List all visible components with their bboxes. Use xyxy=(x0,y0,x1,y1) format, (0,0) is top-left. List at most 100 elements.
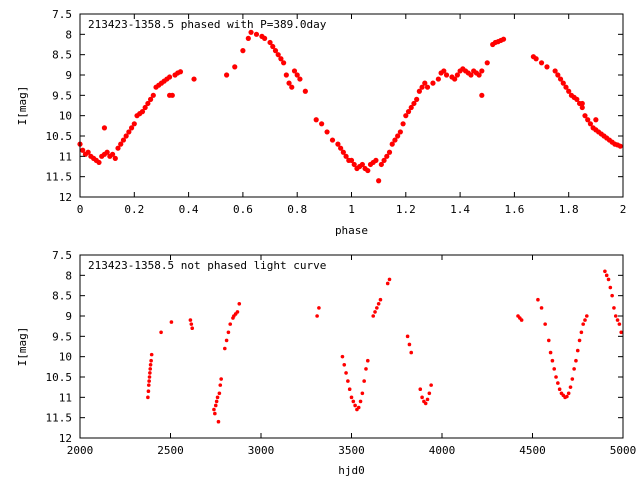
data-point xyxy=(381,157,387,163)
data-point xyxy=(613,314,618,318)
data-point xyxy=(344,371,348,375)
data-point xyxy=(548,350,553,355)
data-point xyxy=(405,109,412,115)
data-point xyxy=(128,125,135,131)
phased-light-curve-plot: 0 0.2 0.4 0.6 0.8 1 1.2 1.4 1.6 1.8 2 7.5 8 8.5 9 9.5 1… xyxy=(16,8,626,237)
data-point xyxy=(329,137,336,143)
data-point xyxy=(606,277,611,282)
data-point xyxy=(150,92,156,98)
data-point xyxy=(343,153,349,159)
data-point xyxy=(224,72,230,78)
data-point xyxy=(297,76,303,82)
data-point xyxy=(235,310,240,314)
data-point xyxy=(585,314,589,318)
data-point xyxy=(101,125,108,131)
data-point xyxy=(169,320,174,324)
x-tick-label: 3500 xyxy=(338,444,365,457)
data-point xyxy=(419,84,425,90)
x-tick-label: 4000 xyxy=(429,444,456,457)
x-tick-label: 2 xyxy=(620,203,627,216)
x-tick-label: 3000 xyxy=(248,444,275,457)
data-point xyxy=(191,76,197,82)
data-point xyxy=(232,64,238,70)
data-point xyxy=(552,367,557,371)
data-point xyxy=(375,306,379,310)
data-point xyxy=(147,379,151,383)
data-point xyxy=(216,419,221,424)
data-point xyxy=(123,133,129,139)
data-point xyxy=(149,352,154,357)
data-point xyxy=(217,391,222,396)
data-point xyxy=(409,350,414,355)
data-point xyxy=(425,397,430,402)
data-point xyxy=(617,143,623,149)
data-point xyxy=(188,318,193,322)
data-point xyxy=(538,60,545,66)
data-point xyxy=(552,68,558,74)
x-tick-label: 1 xyxy=(348,203,355,216)
data-point xyxy=(115,145,121,151)
data-point xyxy=(319,121,325,127)
data-point xyxy=(566,391,571,396)
data-point xyxy=(414,96,420,102)
y-tick-label: 8 xyxy=(65,269,72,282)
y-tick-label: 10.5 xyxy=(46,371,73,384)
data-point xyxy=(429,383,433,387)
x-tick-label: 0.8 xyxy=(287,203,307,216)
data-point xyxy=(190,326,195,331)
data-point xyxy=(403,113,409,119)
data-point xyxy=(572,367,576,371)
data-point xyxy=(441,68,447,74)
data-point xyxy=(566,88,572,94)
unphased-plot-title: 213423-1358.5 not phased light curve xyxy=(88,259,326,272)
data-point xyxy=(147,375,152,379)
data-point xyxy=(610,293,614,298)
data-point xyxy=(189,322,194,326)
x-tick-label: 1.8 xyxy=(559,203,579,216)
data-point xyxy=(443,72,450,78)
data-point xyxy=(272,48,279,54)
data-point xyxy=(224,338,229,343)
data-point xyxy=(397,129,403,135)
y-tick-label: 10.5 xyxy=(46,130,73,143)
data-point xyxy=(340,354,345,359)
data-point xyxy=(608,285,613,290)
data-point xyxy=(579,104,585,111)
x-tick-label: 0.6 xyxy=(233,203,253,216)
data-point xyxy=(615,318,620,322)
data-point xyxy=(215,395,220,400)
data-point xyxy=(169,92,175,98)
data-point xyxy=(281,60,287,66)
data-point xyxy=(356,405,361,410)
data-point xyxy=(577,338,582,343)
hjd-x-ticks: 2000 2500 3000 3500 4000 4500 5000 xyxy=(67,255,636,457)
data-point xyxy=(146,389,151,394)
data-point xyxy=(166,74,173,80)
y-tick-label: 11 xyxy=(59,150,72,163)
data-point xyxy=(335,141,341,147)
data-point xyxy=(557,387,562,392)
data-point xyxy=(342,363,347,367)
data-point xyxy=(148,363,153,367)
phase-axis-label: phase xyxy=(335,224,368,237)
data-point xyxy=(575,348,580,353)
data-point xyxy=(583,318,587,322)
data-point xyxy=(253,31,260,37)
data-point xyxy=(407,342,412,347)
unphased-magnitude-axis-label: I[mag] xyxy=(16,327,29,367)
data-point xyxy=(149,358,153,363)
data-point xyxy=(550,358,555,363)
data-point xyxy=(435,76,441,82)
data-point xyxy=(80,147,86,153)
y-tick-label: 7.5 xyxy=(52,249,72,262)
x-tick-label: 0 xyxy=(77,203,84,216)
data-point xyxy=(315,314,319,318)
y-tick-label: 12 xyxy=(59,432,72,445)
data-point xyxy=(364,367,368,371)
data-point xyxy=(353,403,357,408)
data-point xyxy=(228,322,233,326)
x-tick-label: 2000 xyxy=(67,444,94,457)
data-point xyxy=(365,358,370,363)
data-point xyxy=(289,84,295,90)
